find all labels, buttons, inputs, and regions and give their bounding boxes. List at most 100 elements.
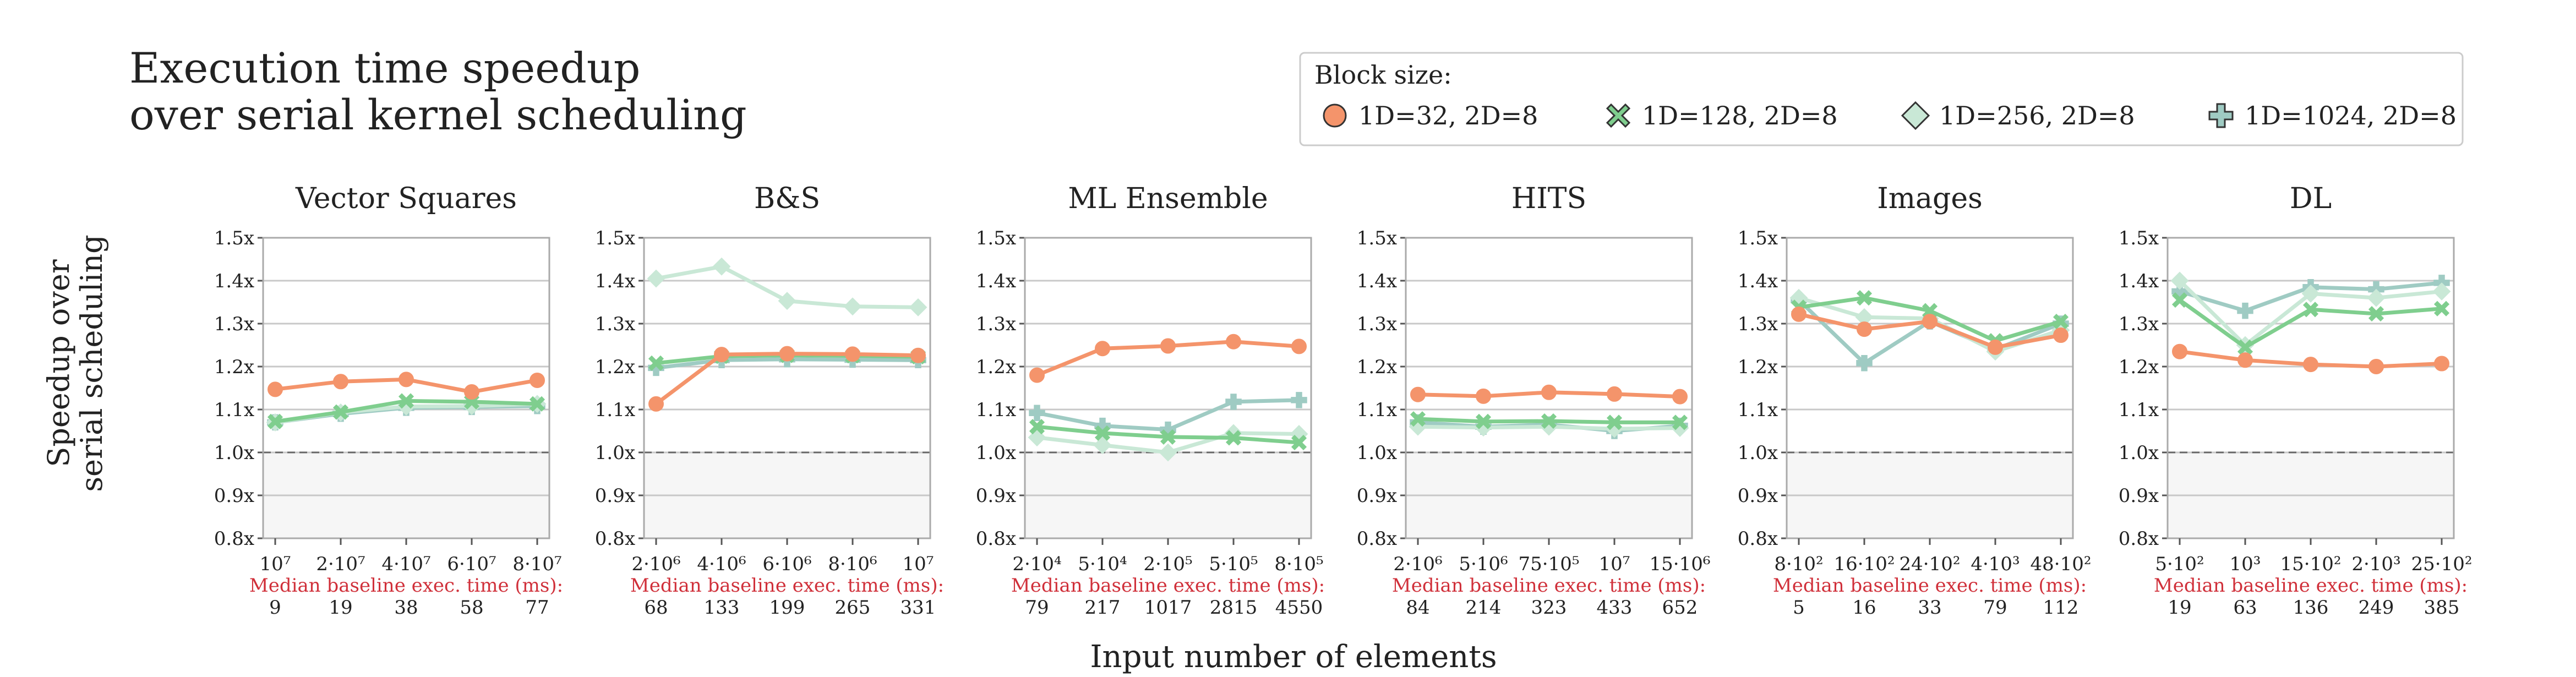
x-tick-label: 6·10⁷ — [447, 553, 496, 575]
x-tick-label: 5·10² — [2155, 553, 2204, 575]
y-tick-label: 1.0x — [1357, 442, 1397, 464]
data-point-1-0 — [648, 355, 664, 371]
baseline-label: Median baseline exec. time (ms): — [1392, 575, 1706, 597]
y-tick-label: 1.3x — [2119, 313, 2159, 335]
data-point-1-3 — [1225, 430, 1242, 446]
legend-label-1: 1D=128, 2D=8 — [1642, 101, 1838, 130]
data-point-3-0 — [1029, 405, 1045, 421]
data-point-0-3 — [2368, 359, 2384, 374]
data-point-1-4 — [2433, 301, 2450, 316]
x-tick-label: 10⁷ — [903, 553, 934, 575]
baseline-time-value: 33 — [1918, 597, 1941, 619]
data-point-2-3 — [2367, 288, 2386, 307]
legend-frame — [1299, 52, 2464, 146]
data-point-0-3 — [845, 346, 860, 362]
data-point-2-4 — [909, 298, 927, 316]
data-point-1-0 — [1029, 419, 1045, 435]
y-tick-label: 0.9x — [1357, 485, 1397, 507]
x-tick-label: 4·10⁷ — [381, 553, 430, 575]
y-tick-label: 0.9x — [2119, 485, 2159, 507]
y-tick-label: 1.2x — [1357, 356, 1397, 378]
panel-5: 0.8x 0.9x 1.0x 1.1x 1.2x 1.3x 1.4x 1.5x DL 5·10² 1… — [2119, 182, 2473, 619]
baseline-time-value: 199 — [769, 597, 805, 619]
data-point-0-2 — [1541, 384, 1557, 400]
baseline-time-value: 217 — [1085, 597, 1121, 619]
y-tick-label: 1.1x — [1738, 399, 1778, 421]
x-tick-label: 75·10⁵ — [1519, 553, 1580, 575]
y-tick-label: 1.3x — [214, 313, 254, 335]
data-point-0-3 — [464, 384, 479, 400]
x-tick-label: 15·10⁶ — [1650, 553, 1711, 575]
baseline-time-value: 2815 — [1210, 597, 1258, 619]
legend-label-2: 1D=256, 2D=8 — [1939, 101, 2135, 130]
data-point-0-1 — [1857, 321, 1872, 337]
x-tick-label: 24·10² — [1900, 553, 1961, 575]
data-point-0-0 — [648, 396, 664, 412]
y-tick-label: 1.2x — [976, 356, 1016, 378]
y-tick-label: 0.8x — [214, 528, 254, 550]
x-tick-label: 8·10² — [1774, 553, 1823, 575]
y-tick-label: 1.2x — [2119, 356, 2159, 378]
data-point-1-1 — [1094, 425, 1111, 441]
baseline-time-value: 1017 — [1144, 597, 1192, 619]
x-tick-label: 2·10⁵ — [1143, 553, 1192, 575]
y-tick-label: 1.2x — [214, 356, 254, 378]
y-tick-label: 1.5x — [1738, 227, 1778, 249]
data-point-1-1 — [1856, 290, 1873, 306]
y-tick-label: 1.5x — [214, 227, 254, 249]
y-tick-label: 0.9x — [214, 485, 254, 507]
data-point-1-2 — [1541, 413, 1557, 429]
data-point-2-1 — [1093, 436, 1112, 455]
x-tick-label: 25·10² — [2411, 553, 2473, 575]
y-tick-label: 0.8x — [1738, 528, 1778, 550]
y-tick-label: 1.4x — [2119, 270, 2159, 292]
x-tick-label: 10⁷ — [260, 553, 291, 575]
baseline-time-value: 331 — [900, 597, 936, 619]
baseline-time-value: 385 — [2424, 597, 2460, 619]
data-point-3-1 — [1856, 355, 1873, 372]
data-point-1-3 — [1606, 414, 1623, 430]
baseline-time-value: 136 — [2293, 597, 2329, 619]
data-point-0-0 — [1410, 386, 1426, 402]
data-point-0-4 — [2053, 327, 2069, 343]
x-tick-label: 4·10⁶ — [697, 553, 746, 575]
data-point-0-0 — [268, 381, 283, 397]
y-tick-label: 1.3x — [1357, 313, 1397, 335]
y-tick-label: 1.2x — [595, 356, 635, 378]
y-tick-label: 0.9x — [976, 485, 1016, 507]
data-point-0-0 — [1029, 367, 1045, 383]
y-tick-label: 1.5x — [2119, 227, 2159, 249]
baseline-time-value: 214 — [1466, 597, 1502, 619]
data-point-0-4 — [1672, 389, 1688, 405]
baseline-time-value: 77 — [525, 597, 549, 619]
data-point-1-0 — [267, 413, 283, 429]
y-tick-label: 1.1x — [2119, 399, 2159, 421]
y-axis-label: Speedup over serial scheduling — [41, 234, 109, 492]
legend-title: Block size: — [1314, 60, 1452, 90]
data-point-1-2 — [1922, 303, 1938, 319]
data-point-2-0 — [2170, 271, 2189, 290]
x-tick-label: 8·10⁶ — [828, 553, 877, 575]
data-point-1-3 — [2368, 305, 2384, 322]
y-tick-label: 1.0x — [2119, 442, 2159, 464]
baseline-time-value: 58 — [460, 597, 483, 619]
baseline-time-value: 652 — [1662, 597, 1698, 619]
y-tick-label: 1.5x — [976, 227, 1016, 249]
data-point-0-1 — [1476, 388, 1491, 404]
data-point-1-4 — [529, 396, 545, 412]
data-point-3-3 — [1225, 394, 1242, 410]
x-tick-label: 4·10³ — [1971, 553, 2020, 575]
data-point-1-1 — [332, 404, 349, 420]
y-tick-label: 1.0x — [1738, 442, 1778, 464]
data-point-0-2 — [2303, 357, 2318, 373]
y-tick-label: 0.8x — [2119, 528, 2159, 550]
data-point-1-2 — [2302, 302, 2319, 318]
panel-title: Vector Squares — [295, 182, 517, 215]
panel-title: HITS — [1511, 182, 1586, 215]
y-tick-label: 1.4x — [595, 270, 635, 292]
x-tick-label: 2·10³ — [2351, 553, 2400, 575]
y-tick-label: 0.8x — [976, 528, 1016, 550]
baseline-time-value: 84 — [1406, 597, 1429, 619]
data-point-1-2 — [1160, 429, 1176, 445]
